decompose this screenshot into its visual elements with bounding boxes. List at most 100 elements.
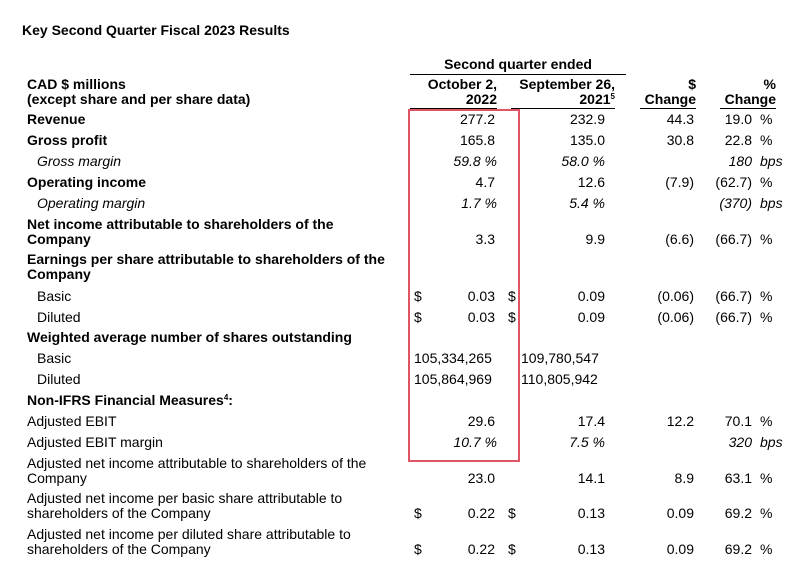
value-2022: 4.7 <box>475 174 495 190</box>
label-header-line1: CAD $ millions <box>27 76 126 92</box>
dollar-sign: $ <box>414 288 422 304</box>
dollar-change: (6.6) <box>665 231 694 247</box>
pct-change: 63.1 <box>724 470 752 486</box>
value-2022: 105,864,969 <box>414 371 492 387</box>
label-header-line2: (except share and per share data) <box>27 91 251 107</box>
dollar-sign: $ <box>414 309 422 325</box>
row-label: Earnings per share attributable to share… <box>27 252 385 282</box>
unit: % <box>760 132 773 148</box>
row-label-line1: Earnings per share attributable to share… <box>27 251 385 267</box>
pct-change: 70.1 <box>724 413 752 429</box>
col2-header-year: 2021 <box>579 91 611 107</box>
pct-change: (66.7) <box>715 231 752 247</box>
col4-header-line2: Change <box>724 91 776 107</box>
column-group-header: Second quarter ended <box>410 56 626 75</box>
pct-change: 22.8 <box>724 132 752 148</box>
row-label: Adjusted net income per diluted share at… <box>27 527 351 557</box>
dollar-sign: $ <box>508 309 516 325</box>
pct-change: (370) <box>719 195 752 211</box>
row-label: Adjusted EBIT margin <box>27 434 163 450</box>
row-label: Operating margin <box>37 195 146 211</box>
pct-change: 69.2 <box>724 505 752 521</box>
value-2022: 3.3 <box>475 231 495 247</box>
value-2021: 0.09 <box>577 309 605 325</box>
value-2022: 105,334,265 <box>414 350 492 366</box>
pct-change: 320 <box>728 434 752 450</box>
col2-header-line1: September 26, <box>519 76 615 92</box>
value-2021: 109,780,547 <box>521 350 599 366</box>
row-label: Adjusted EBIT <box>27 413 117 429</box>
row-label: Diluted <box>37 371 81 387</box>
value-2021: 12.6 <box>577 174 605 190</box>
value-2021: 14.1 <box>577 470 605 486</box>
unit: % <box>760 288 773 304</box>
pct-change: 69.2 <box>724 541 752 557</box>
row-label: Revenue <box>27 111 86 127</box>
dollar-change: 8.9 <box>674 470 694 486</box>
dollar-sign: $ <box>414 505 422 521</box>
footnote-5: 5 <box>610 92 615 101</box>
value-2022: 10.7 % <box>453 434 497 450</box>
pct-change: (66.7) <box>715 309 752 325</box>
unit: bps <box>760 195 783 211</box>
value-2021: 17.4 <box>577 413 605 429</box>
value-2022: 0.03 <box>467 309 495 325</box>
row-label-line1: Adjusted net income attributable to shar… <box>27 455 367 471</box>
pct-change: 19.0 <box>724 111 752 127</box>
row-label: Non-IFRS Financial Measures4: <box>27 393 233 407</box>
unit: % <box>760 231 773 247</box>
unit: % <box>760 174 773 190</box>
value-2021: 0.13 <box>577 505 605 521</box>
value-2021: 135.0 <box>569 132 605 148</box>
pct-change: (62.7) <box>715 174 752 190</box>
unit: % <box>760 505 773 521</box>
value-2021: 58.0 % <box>561 153 605 169</box>
label-colon: : <box>228 392 233 408</box>
unit: % <box>760 309 773 325</box>
value-2022: 0.22 <box>467 505 495 521</box>
row-label: Weighted average number of shares outsta… <box>27 329 352 345</box>
unit: % <box>760 111 773 127</box>
row-label-line2: Company <box>27 266 91 282</box>
col2-header-line2: 20215 <box>511 92 615 107</box>
unit: % <box>760 470 773 486</box>
value-2022: 1.7 % <box>461 195 497 211</box>
value-2022: 29.6 <box>467 413 495 429</box>
value-2021: 0.13 <box>577 541 605 557</box>
value-2021: 5.4 % <box>569 195 605 211</box>
col-oct-2022-header: October 2, 2022 <box>410 77 497 109</box>
row-label: Operating income <box>27 174 147 190</box>
dollar-change: 12.2 <box>666 413 694 429</box>
col-sep-2021-header: September 26, 20215 <box>511 77 615 109</box>
row-label: Net income attributable to shareholders … <box>27 217 334 247</box>
dollar-change: (0.06) <box>657 288 694 304</box>
dollar-change: 44.3 <box>666 111 694 127</box>
dollar-change: (0.06) <box>657 309 694 325</box>
value-2022: 59.8 % <box>453 153 497 169</box>
unit: bps <box>760 153 783 169</box>
row-label-line2: shareholders of the Company <box>27 541 211 557</box>
dollar-change: 30.8 <box>666 132 694 148</box>
row-label-line2: Company <box>27 231 91 247</box>
row-label: Adjusted net income per basic share attr… <box>27 491 342 521</box>
col3-header-line2: Change <box>644 91 696 107</box>
dollar-sign: $ <box>508 288 516 304</box>
value-2021: 7.5 % <box>569 434 605 450</box>
value-2022: 0.03 <box>467 288 495 304</box>
col3-header-line1: $ <box>688 76 696 92</box>
col4-header-line1: % <box>763 76 776 92</box>
table-title: Key Second Quarter Fiscal 2023 Results <box>22 22 290 38</box>
dollar-change: 0.09 <box>666 505 694 521</box>
col1-header-line1: October 2, <box>427 76 497 92</box>
value-2021: 0.09 <box>577 288 605 304</box>
pct-change: 180 <box>728 153 752 169</box>
row-label: Basic <box>37 350 72 366</box>
col-dollar-change-header: $ Change <box>640 77 696 109</box>
unit: bps <box>760 434 783 450</box>
highlight-box <box>408 109 520 462</box>
value-2021: 9.9 <box>585 231 605 247</box>
dollar-change: (7.9) <box>665 174 694 190</box>
value-2022: 0.22 <box>467 541 495 557</box>
row-label-line1: Net income attributable to shareholders … <box>27 216 334 232</box>
footnote-4: 4 <box>223 393 229 402</box>
